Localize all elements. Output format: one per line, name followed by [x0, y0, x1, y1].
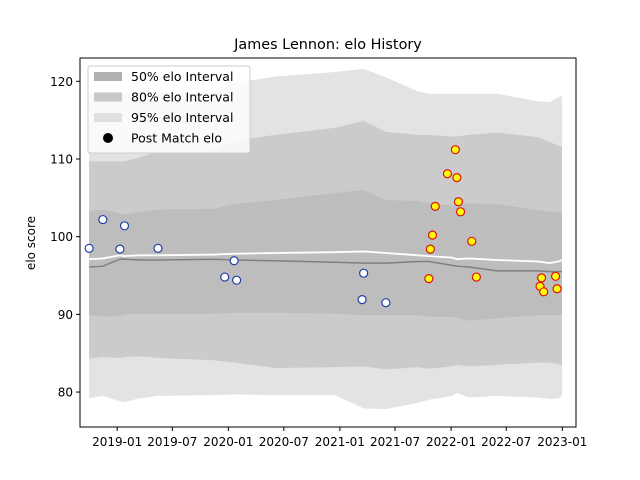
past-match-point — [229, 256, 239, 266]
past-match-point — [232, 275, 242, 285]
past-match-point — [98, 214, 108, 225]
axes-frame — [79, 57, 577, 428]
recent-match-point — [550, 271, 561, 281]
recent-match-point — [424, 274, 434, 284]
legend-label: 80% elo Interval — [131, 90, 233, 105]
y-axis-label: elo score — [24, 216, 38, 270]
y-tick-label: 90 — [58, 308, 73, 322]
past-match-point — [381, 298, 391, 308]
past-match-point — [220, 272, 230, 282]
x-tick-label: 2020-07 — [259, 435, 309, 449]
recent-match-point — [427, 230, 438, 240]
recent-match-point — [453, 197, 463, 207]
legend-label: 50% elo Interval — [131, 69, 233, 84]
median-elo-line — [89, 250, 563, 265]
x-tick-label: 2019-01 — [92, 435, 142, 449]
x-tick-label: 2023-01 — [537, 435, 587, 449]
recent-match-point — [430, 201, 440, 211]
legend: 50% elo Interval 80% elo Interval 95% elo … — [87, 65, 251, 154]
legend-marker — [103, 133, 113, 143]
recent-match-point — [452, 173, 462, 183]
y-tick-label: 120 — [50, 75, 73, 89]
x-tick-label: 2022-01 — [426, 435, 476, 449]
y-tick-label: 80 — [58, 386, 73, 400]
y-tick-label: 110 — [50, 152, 73, 166]
past-match-point — [84, 243, 94, 253]
recent-match-point — [425, 244, 435, 254]
x-tick-label: 2022-07 — [481, 435, 531, 449]
recent-match-point — [471, 272, 481, 282]
axes: 80 90 100 110 120 2019-01 2019-07 2020-01 2020-0… — [50, 57, 587, 449]
past-match-point — [153, 243, 163, 253]
legend-swatch — [94, 113, 122, 122]
past-match-point — [115, 244, 125, 254]
recent-match-point — [552, 284, 562, 294]
past-match-point — [357, 295, 367, 305]
x-tick-label: 2021-01 — [315, 435, 365, 449]
recent-match-point — [455, 207, 466, 217]
past-match-point — [119, 221, 130, 231]
legend-swatch — [94, 92, 122, 102]
band-50-interval — [89, 190, 562, 321]
legend-label: Post Match elo — [131, 131, 222, 146]
chart-title: James Lennon: elo History — [233, 37, 422, 53]
recent-match-point — [539, 287, 549, 297]
x-tick-label: 2021-07 — [370, 435, 420, 449]
recent-match-point — [467, 236, 477, 246]
legend-label: 95% elo Interval — [131, 110, 233, 125]
x-tick-label: 2019-07 — [147, 435, 197, 449]
recent-match-point — [450, 145, 460, 155]
recent-match-point — [442, 169, 453, 179]
y-tick-label: 100 — [50, 230, 73, 244]
legend-box — [87, 65, 251, 154]
mean-elo-line — [89, 258, 562, 273]
x-tick-label: 2020-01 — [203, 435, 253, 449]
past-match-point — [359, 268, 369, 278]
recent-match-point — [536, 273, 547, 283]
legend-swatch — [94, 72, 122, 81]
